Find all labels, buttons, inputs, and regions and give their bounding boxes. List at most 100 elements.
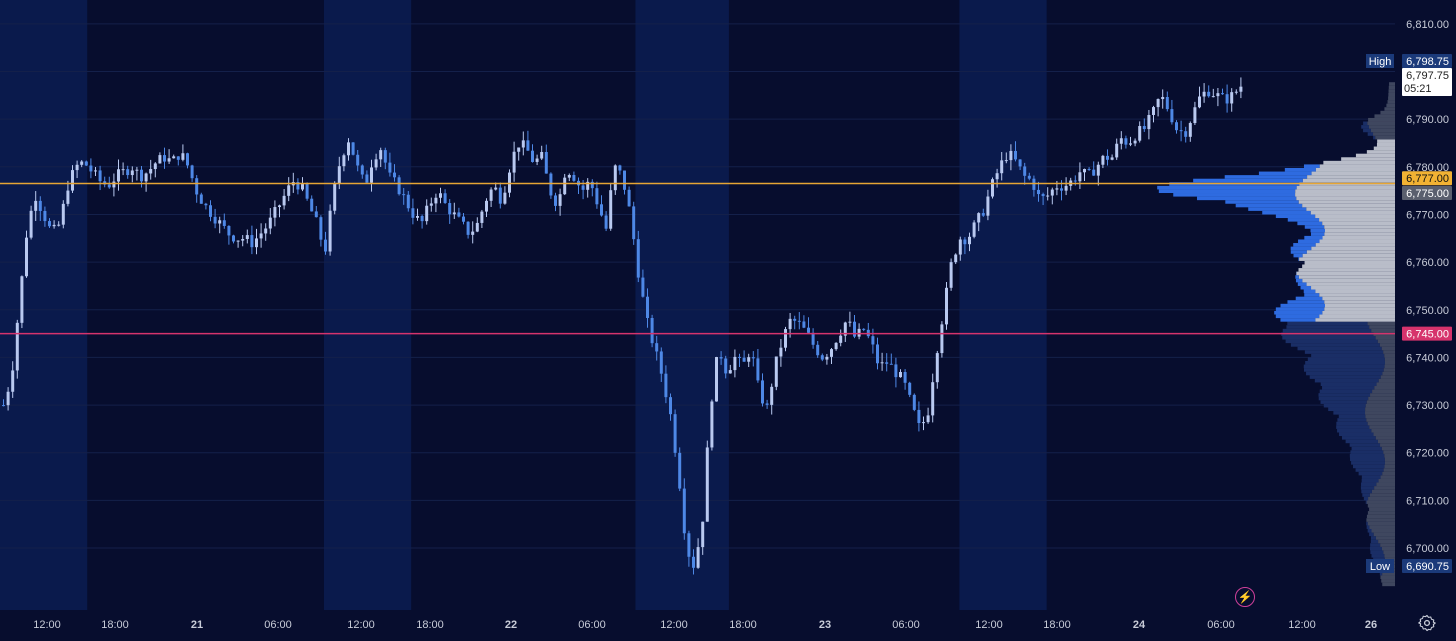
candle-body-159 [733,356,737,371]
candle-body-139 [641,277,645,297]
profile-gray-82 [1315,289,1395,294]
profile-bar-108 [1196,196,1297,201]
candle-body-133 [613,165,617,191]
profile-gray-127 [1370,128,1395,133]
profile-gray-28 [1376,482,1395,487]
candle-body-169 [779,347,783,357]
candle-body-76 [351,142,355,155]
profile-gray-47 [1365,414,1395,419]
profile-bar-63 [1307,357,1385,361]
profile-gray-130 [1368,117,1395,122]
candle-body-252 [1161,96,1165,100]
profile-gray-1 [1381,579,1395,583]
profile-bar-38 [1351,446,1382,451]
x-tick-label-15: 06:00 [1207,619,1235,631]
candle-body-243 [1119,138,1123,144]
profile-gray-108 [1296,196,1395,201]
candle-body-67 [310,198,314,212]
candle-body-98 [452,212,456,215]
candle-body-194 [894,364,898,378]
profile-bar-94 [1290,246,1312,251]
candle-body-88 [406,194,410,209]
candle-body-222 [1023,166,1027,176]
session-band-2 [323,0,412,610]
profile-gray-38 [1381,446,1395,451]
profile-bar-79 [1287,300,1325,304]
candle-body-138 [636,239,640,278]
candle-body-247 [1138,126,1142,141]
profile-bar-75 [1275,314,1320,319]
candle-body-162 [747,357,751,362]
profile-gray-93 [1306,250,1395,254]
profile-gray-10 [1381,546,1395,551]
profile-bar-80 [1295,296,1323,301]
x-axis[interactable]: 12:00 18:00 21 06:00 12:00 18:00 22 06:00 12:00 1… [33,619,1377,631]
profile-bar-106 [1235,203,1303,208]
candle-body-123 [567,175,571,178]
profile-bar-105 [1248,207,1307,211]
profile-gray-76 [1322,310,1395,315]
candle-body-201 [926,415,930,423]
profile-bar-66 [1297,346,1382,351]
profile-gray-140 [1389,82,1395,86]
profile-bar-57 [1314,378,1379,383]
profile-gray-44 [1369,425,1395,429]
profile-gray-32 [1383,468,1395,472]
candle-body-246 [1133,140,1137,144]
session-band-4 [635,0,729,610]
x-tick-label-3: 06:00 [264,619,292,631]
profile-gray-92 [1302,253,1395,258]
candle-body-261 [1202,91,1206,97]
candle-body-99 [457,212,461,217]
candle-body-174 [802,321,806,328]
candle-body-238 [1096,164,1100,176]
candle-body-24 [112,181,116,188]
candle-body-7 [34,200,38,211]
candle-body-97 [448,203,452,215]
profile-bar-84 [1297,282,1307,286]
candle-body-1 [6,391,10,406]
volume-profile [1157,82,1395,587]
candle-body-150 [692,556,695,568]
x-tick-label-1: 18:00 [101,619,129,631]
profile-gray-98 [1324,232,1395,236]
profile-gray-81 [1319,293,1395,297]
candle-body-92 [425,205,429,222]
profile-gray-109 [1295,193,1395,197]
settings-gear-icon[interactable] [1418,614,1436,632]
profile-gray-102 [1319,218,1395,222]
profile-gray-57 [1378,378,1395,383]
candle-body-193 [889,363,893,365]
candle-body-177 [816,344,820,356]
profile-bar-24 [1363,496,1369,501]
candle-body-255 [1175,122,1178,131]
profile-gray-0 [1382,582,1395,587]
candle-body-91 [420,215,424,222]
profile-bar-71 [1282,328,1372,333]
candle-body-145 [669,397,672,415]
candle-body-248 [1142,126,1146,130]
candle-body-132 [609,190,613,229]
profile-bar-60 [1304,368,1384,372]
candle-body-49 [227,225,231,236]
profile-bar-62 [1305,360,1385,365]
candle-body-264 [1216,93,1220,97]
x-tick-label-2: 21 [191,619,203,631]
candle-body-168 [774,356,778,387]
candle-body-111 [512,151,516,173]
lightning-icon[interactable]: ⚡ [1235,587,1255,607]
candle-body-148 [682,488,686,534]
candle-body-176 [811,332,815,345]
candle-body-262 [1207,91,1211,97]
profile-bar-48 [1333,411,1366,415]
candle-body-236 [1087,168,1091,170]
candle-body-116 [535,158,539,162]
candle-body-37 [172,156,176,159]
profile-bar-125 [1373,135,1376,140]
profile-bar-40 [1345,439,1378,444]
candle-body-50 [232,235,235,242]
y-axis[interactable]: 6,700.00 6,710.00 6,720.00 6,730.00 6,740.00… [1406,19,1449,555]
candle-body-85 [393,172,396,178]
candle-body-20 [94,170,97,172]
